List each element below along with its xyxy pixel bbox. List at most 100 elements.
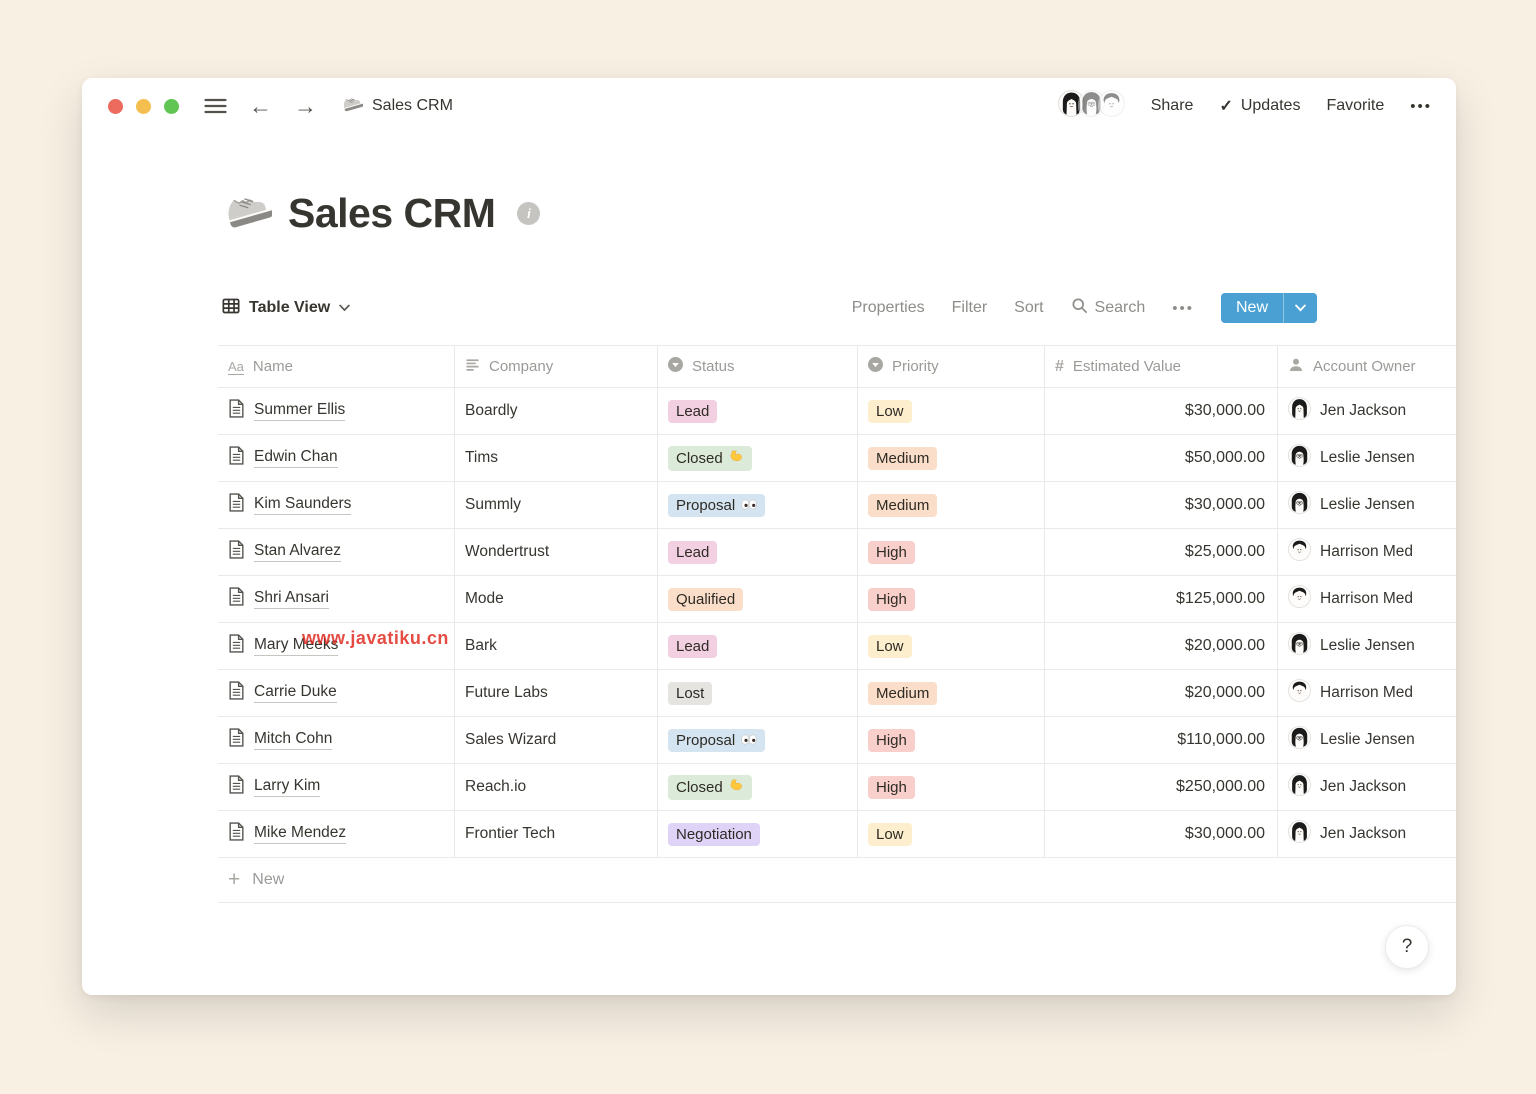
search-button[interactable]: Search <box>1071 297 1145 319</box>
more-options-icon[interactable]: ••• <box>1410 97 1432 115</box>
back-arrow-icon[interactable]: ← <box>249 92 272 119</box>
sneaker-icon[interactable] <box>222 186 273 241</box>
priority-cell[interactable]: Low <box>858 811 1045 857</box>
company-cell[interactable]: Boardly <box>455 388 658 434</box>
record-link[interactable]: Mary Meeks <box>254 636 339 656</box>
priority-cell[interactable]: Low <box>858 388 1045 434</box>
account-owner-cell[interactable]: Harrison Med <box>1278 576 1456 622</box>
share-button[interactable]: Share <box>1150 97 1194 114</box>
name-cell[interactable]: Carrie Duke <box>218 670 455 716</box>
column-header-name[interactable]: Aa Name <box>218 346 455 387</box>
toolbar-action-properties[interactable]: Properties <box>851 299 925 316</box>
status-cell[interactable]: Proposal <box>658 717 858 763</box>
company-cell[interactable]: Tims <box>455 435 658 481</box>
breadcrumb[interactable]: Sales CRM <box>341 93 453 120</box>
estimated-value-cell[interactable]: $125,000.00 <box>1045 576 1278 622</box>
priority-cell[interactable]: High <box>858 717 1045 763</box>
toolbar-action-sort[interactable]: Sort <box>1014 299 1044 316</box>
priority-cell[interactable]: High <box>858 576 1045 622</box>
account-owner-cell[interactable]: Leslie Jensen <box>1278 623 1456 669</box>
estimated-value-cell[interactable]: $20,000.00 <box>1045 623 1278 669</box>
company-cell[interactable]: Frontier Tech <box>455 811 658 857</box>
status-cell[interactable]: Proposal <box>658 482 858 528</box>
status-cell[interactable]: Lead <box>658 529 858 575</box>
avatar[interactable] <box>1097 90 1125 122</box>
priority-cell[interactable]: High <box>858 764 1045 810</box>
record-link[interactable]: Mike Mendez <box>254 824 347 844</box>
estimated-value-cell[interactable]: $25,000.00 <box>1045 529 1278 575</box>
help-button[interactable]: ? <box>1385 925 1429 969</box>
priority-cell[interactable]: High <box>858 529 1045 575</box>
company-cell[interactable]: Wondertrust <box>455 529 658 575</box>
updates-button[interactable]: ✓ Updates <box>1219 97 1301 115</box>
company-cell[interactable]: Reach.io <box>455 764 658 810</box>
close-window-button[interactable] <box>108 98 123 114</box>
company-cell[interactable]: Bark <box>455 623 658 669</box>
estimated-value-cell[interactable]: $20,000.00 <box>1045 670 1278 716</box>
account-owner-cell[interactable]: Leslie Jensen <box>1278 435 1456 481</box>
name-cell[interactable]: Mike Mendez <box>218 811 455 857</box>
estimated-value-cell[interactable]: $30,000.00 <box>1045 811 1278 857</box>
company-cell[interactable]: Summly <box>455 482 658 528</box>
info-icon[interactable]: i <box>517 202 541 225</box>
name-cell[interactable]: Mary Meeks <box>218 623 455 669</box>
estimated-value-cell[interactable]: $50,000.00 <box>1045 435 1278 481</box>
name-cell[interactable]: Mitch Cohn <box>218 717 455 763</box>
company-cell[interactable]: Mode <box>455 576 658 622</box>
status-cell[interactable]: Negotiation <box>658 811 858 857</box>
record-link[interactable]: Kim Saunders <box>254 495 352 515</box>
account-owner-cell[interactable]: Harrison Med <box>1278 670 1456 716</box>
column-header-company[interactable]: Company <box>455 346 658 387</box>
priority-cell[interactable]: Medium <box>858 670 1045 716</box>
record-link[interactable]: Summer Ellis <box>254 401 346 421</box>
record-link[interactable]: Shri Ansari <box>254 589 329 609</box>
record-link[interactable]: Mitch Cohn <box>254 730 333 750</box>
account-owner-cell[interactable]: Jen Jackson <box>1278 811 1456 857</box>
status-cell[interactable]: Lost <box>658 670 858 716</box>
toolbar-more-icon[interactable]: ••• <box>1172 299 1194 317</box>
priority-cell[interactable]: Low <box>858 623 1045 669</box>
priority-cell[interactable]: Medium <box>858 482 1045 528</box>
column-header-status[interactable]: Status <box>658 346 858 387</box>
name-cell[interactable]: Kim Saunders <box>218 482 455 528</box>
status-cell[interactable]: Lead <box>658 388 858 434</box>
company-cell[interactable]: Sales Wizard <box>455 717 658 763</box>
new-button-label[interactable]: New <box>1235 299 1268 316</box>
favorite-button[interactable]: Favorite <box>1326 97 1385 114</box>
column-header-account-owner[interactable]: Account Owner <box>1278 346 1456 387</box>
company-cell[interactable]: Future Labs <box>455 670 658 716</box>
collaborator-avatars[interactable] <box>1057 90 1125 122</box>
name-cell[interactable]: Shri Ansari <box>218 576 455 622</box>
record-link[interactable]: Edwin Chan <box>254 448 338 468</box>
toolbar-action-filter[interactable]: Filter <box>951 299 988 316</box>
estimated-value-cell[interactable]: $250,000.00 <box>1045 764 1278 810</box>
account-owner-cell[interactable]: Jen Jackson <box>1278 388 1456 434</box>
record-link[interactable]: Stan Alvarez <box>254 542 342 562</box>
estimated-value-cell[interactable]: $110,000.00 <box>1045 717 1278 763</box>
account-owner-cell[interactable]: Leslie Jensen <box>1278 717 1456 763</box>
zoom-window-button[interactable] <box>164 98 179 114</box>
record-link[interactable]: Larry Kim <box>254 777 321 797</box>
name-cell[interactable]: Edwin Chan <box>218 435 455 481</box>
status-cell[interactable]: Qualified <box>658 576 858 622</box>
name-cell[interactable]: Summer Ellis <box>218 388 455 434</box>
sidebar-menu-icon[interactable] <box>204 98 227 114</box>
add-row-button[interactable]: + New <box>218 858 1456 903</box>
forward-arrow-icon[interactable]: → <box>294 92 317 119</box>
account-owner-cell[interactable]: Leslie Jensen <box>1278 482 1456 528</box>
status-cell[interactable]: Lead <box>658 623 858 669</box>
name-cell[interactable]: Stan Alvarez <box>218 529 455 575</box>
account-owner-cell[interactable]: Jen Jackson <box>1278 764 1456 810</box>
priority-cell[interactable]: Medium <box>858 435 1045 481</box>
record-link[interactable]: Carrie Duke <box>254 683 337 703</box>
account-owner-cell[interactable]: Harrison Med <box>1278 529 1456 575</box>
table-view-switcher[interactable]: Table View <box>222 297 350 320</box>
column-header-priority[interactable]: Priority <box>858 346 1045 387</box>
estimated-value-cell[interactable]: $30,000.00 <box>1045 388 1278 434</box>
column-header-estimated-value[interactable]: # Estimated Value <box>1045 346 1278 387</box>
status-cell[interactable]: Closed <box>658 764 858 810</box>
estimated-value-cell[interactable]: $30,000.00 <box>1045 482 1278 528</box>
new-button[interactable]: New <box>1220 293 1317 323</box>
new-dropdown-chevron-icon[interactable] <box>1283 293 1317 323</box>
minimize-window-button[interactable] <box>136 98 151 114</box>
